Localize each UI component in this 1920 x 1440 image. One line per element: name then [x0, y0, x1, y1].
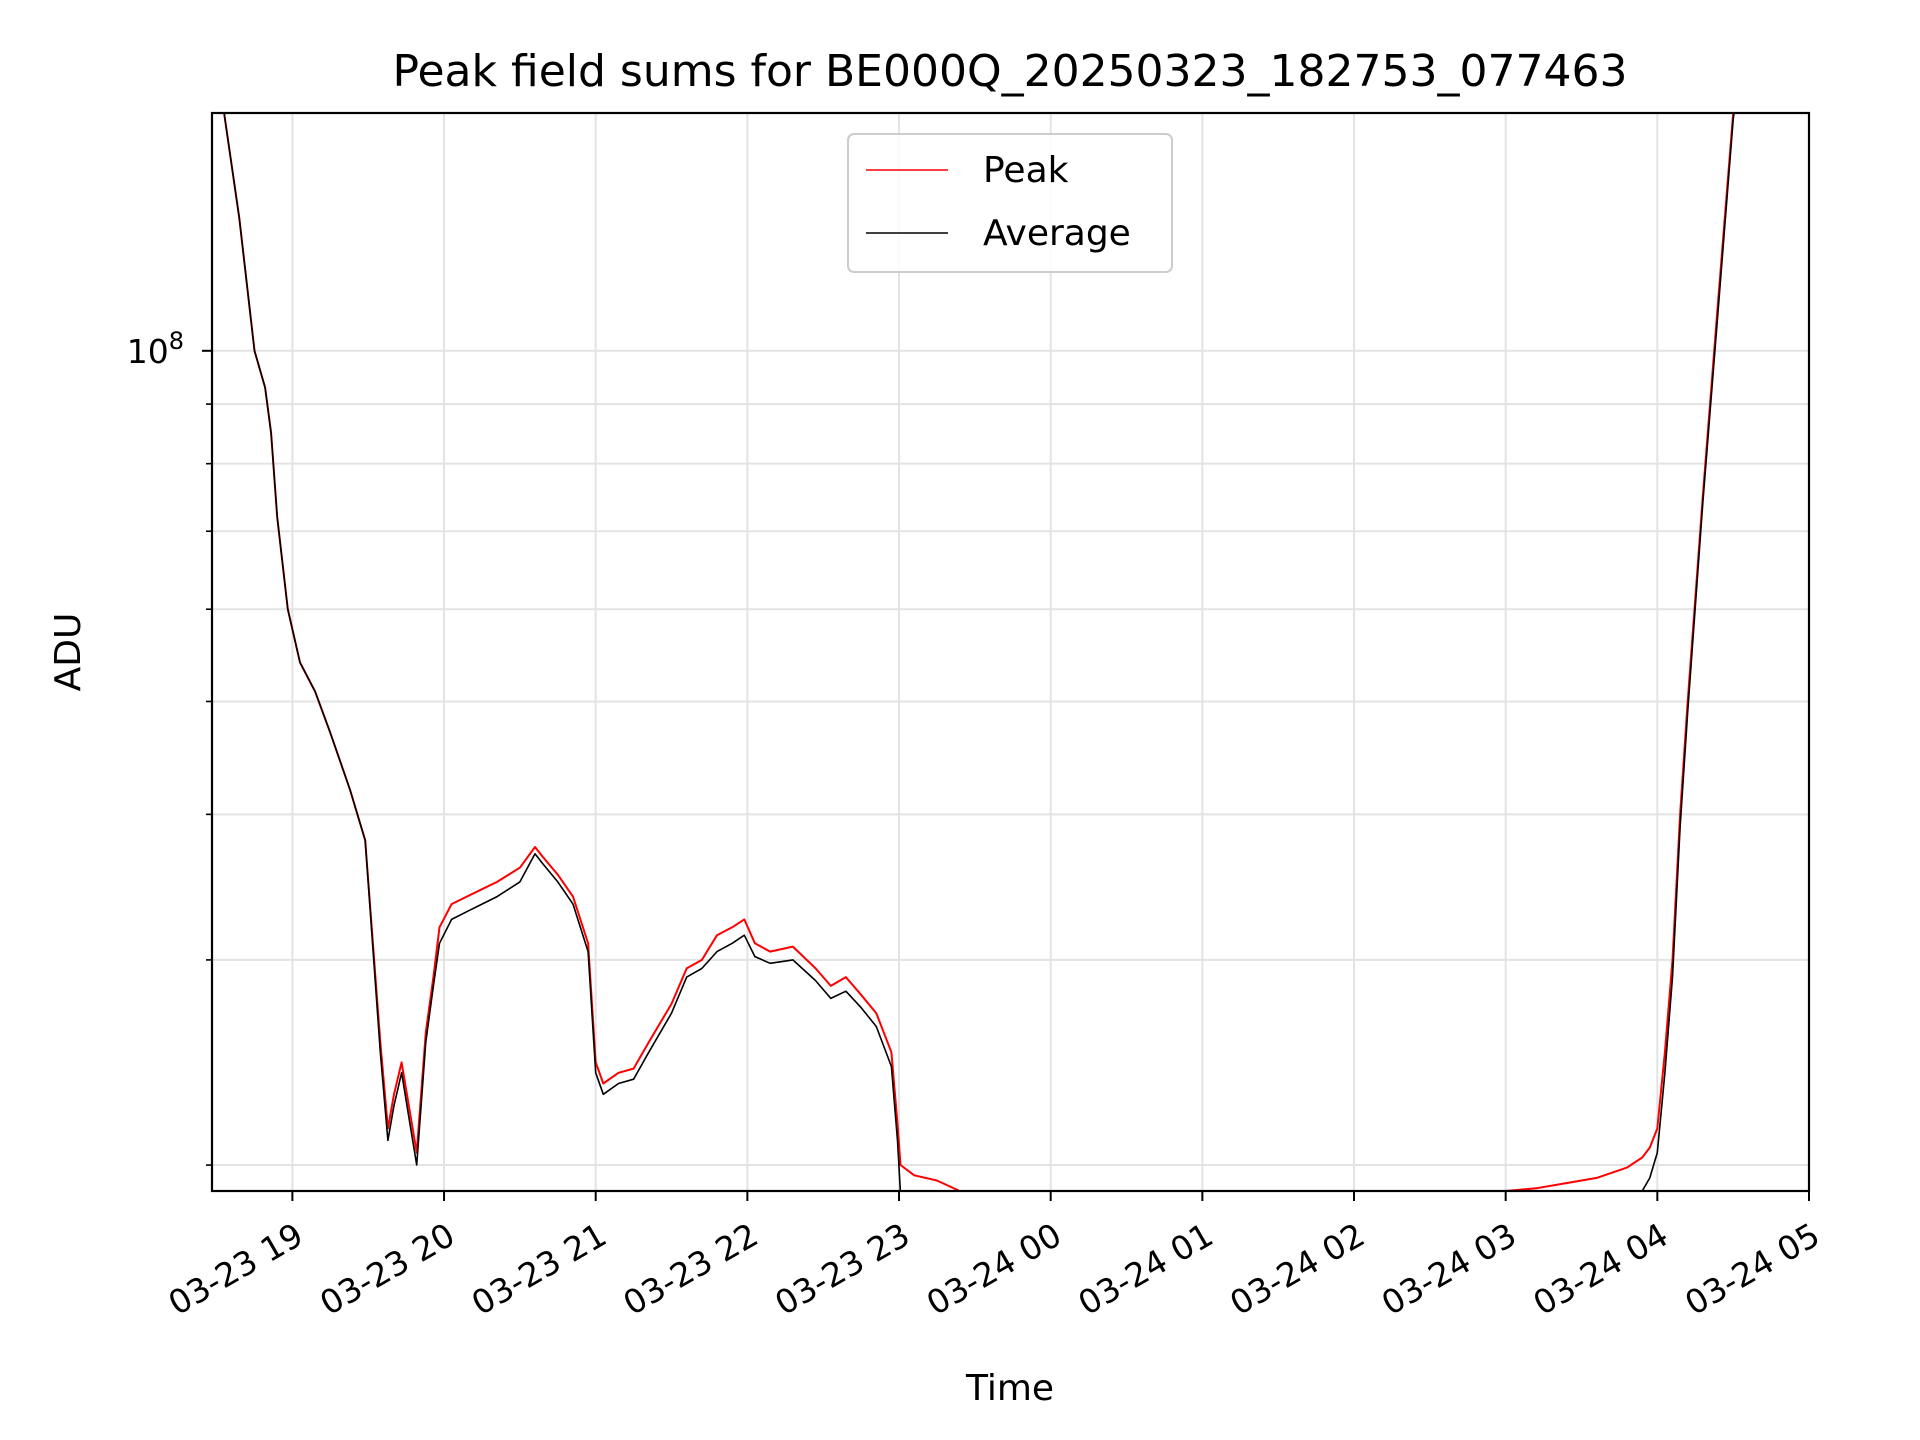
x-tick-label: 03-24 00: [920, 1215, 1068, 1323]
chart-title: Peak field sums for BE000Q_20250323_1827…: [393, 46, 1628, 97]
x-axis-ticks: 03-23 19 03-23 20 03-23 21 03-23 22 03-23 23…: [162, 1191, 1826, 1323]
y-axis-ticks: 108: [127, 327, 212, 1166]
x-axis-label: Time: [965, 1368, 1054, 1409]
x-tick-label: 03-23 20: [313, 1215, 461, 1323]
legend: Peak Average: [847, 133, 1173, 273]
x-tick-label: 03-23 22: [617, 1215, 765, 1323]
x-tick-label: 03-24 04: [1527, 1215, 1675, 1323]
x-tick-label: 03-23 21: [465, 1215, 613, 1323]
y-tick-label: 108: [127, 327, 184, 371]
grid-lines: [212, 113, 1810, 1191]
x-tick-label: 03-24 02: [1223, 1215, 1371, 1323]
x-tick-label: 03-24 03: [1375, 1215, 1523, 1323]
x-tick-label: 03-23 23: [768, 1215, 916, 1323]
legend-box: [847, 133, 1173, 273]
y-axis-label: ADU: [48, 613, 89, 692]
legend-label-peak: Peak: [983, 150, 1069, 191]
x-tick-label: 03-24 01: [1072, 1215, 1220, 1323]
series-line-average: [223, 113, 1735, 1191]
plot-frame: [210, 111, 1811, 1193]
series-layer: [222, 113, 1735, 1191]
legend-label-average: Average: [983, 213, 1131, 254]
x-tick-label: 03-24 05: [1678, 1215, 1826, 1323]
series-line-peak: [222, 113, 1735, 1191]
x-tick-label: 03-23 19: [162, 1215, 310, 1323]
